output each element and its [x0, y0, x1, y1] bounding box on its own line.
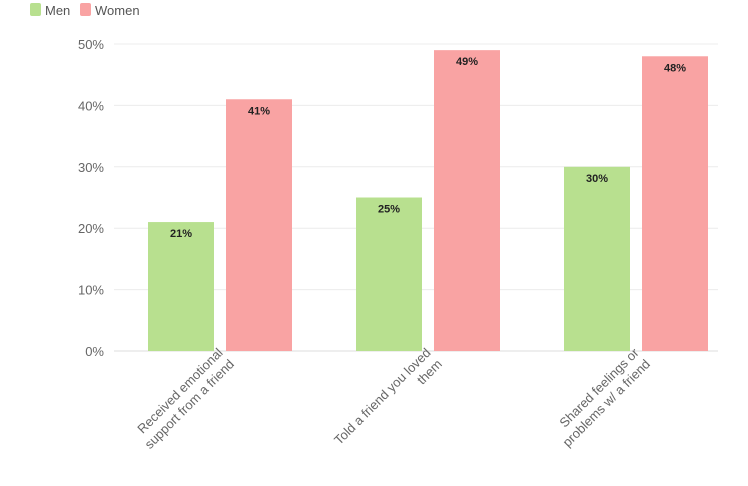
bar-men-3: [564, 166, 630, 351]
y-tick-label: 50%: [78, 37, 104, 52]
bars: [148, 50, 708, 351]
legend: Men Women: [30, 3, 140, 18]
y-tick-label: 0%: [85, 344, 104, 359]
y-tick-label: 20%: [78, 221, 104, 236]
legend-label-men: Men: [45, 3, 70, 18]
data-label-men-3: 30%: [586, 173, 608, 185]
data-label-women-3: 48%: [664, 62, 686, 74]
data-labels: 21% 41% 25% 49% 30% 48%: [170, 56, 686, 240]
data-label-women-2: 49%: [456, 56, 478, 68]
y-tick-label: 40%: [78, 98, 104, 113]
y-tick-label: 10%: [78, 283, 104, 298]
bar-women-1: [226, 99, 292, 351]
bar-women-3: [642, 56, 708, 351]
legend-label-women: Women: [95, 3, 140, 18]
y-tick-label: 30%: [78, 160, 104, 175]
data-label-women-1: 41%: [248, 105, 270, 117]
legend-swatch-women: [80, 3, 91, 16]
legend-swatch-men: [30, 3, 41, 16]
bar-men-2: [356, 197, 422, 351]
data-label-men-1: 21%: [170, 228, 192, 240]
x-category-label-line: Told a friend you loved: [331, 345, 434, 448]
bar-men-1: [148, 222, 214, 351]
y-axis-tick-labels: 0% 10% 20% 30% 40% 50%: [78, 37, 104, 359]
bar-women-2: [434, 50, 500, 351]
data-label-men-2: 25%: [378, 204, 400, 216]
